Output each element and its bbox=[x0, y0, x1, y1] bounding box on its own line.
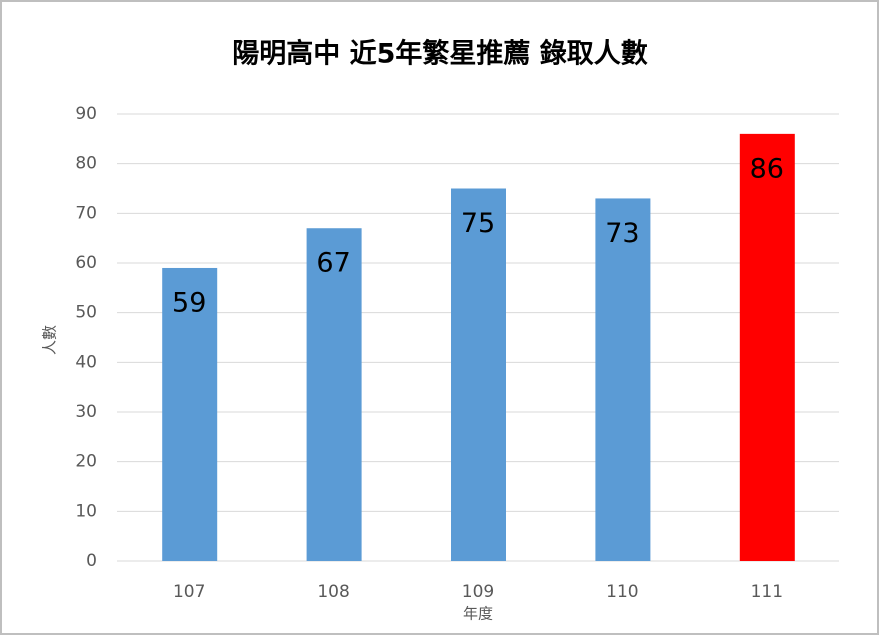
value-label: 73 bbox=[605, 218, 639, 249]
y-axis-label: 人數 bbox=[41, 325, 59, 355]
chart-title: 陽明高中 近5年繁星推薦 錄取人數 bbox=[232, 38, 648, 70]
bar bbox=[451, 188, 506, 561]
x-tick-label: 108 bbox=[317, 582, 349, 602]
y-tick-label: 60 bbox=[75, 253, 97, 273]
value-label: 86 bbox=[750, 153, 784, 184]
y-tick-label: 80 bbox=[75, 154, 97, 174]
y-tick-label: 20 bbox=[75, 452, 97, 472]
x-tick-label: 111 bbox=[751, 582, 783, 602]
value-label: 75 bbox=[461, 208, 495, 239]
y-tick-label: 30 bbox=[75, 402, 97, 422]
x-tick-label: 107 bbox=[173, 582, 205, 602]
y-tick-label: 40 bbox=[75, 352, 97, 372]
x-axis-label: 年度 bbox=[463, 605, 493, 623]
x-tick-label: 109 bbox=[462, 582, 494, 602]
value-label: 59 bbox=[172, 287, 206, 318]
bar bbox=[595, 198, 651, 561]
bar bbox=[739, 133, 795, 561]
x-tick-label: 110 bbox=[606, 582, 638, 602]
y-tick-label: 0 bbox=[86, 551, 97, 571]
value-label: 67 bbox=[316, 248, 350, 279]
bar bbox=[306, 228, 362, 561]
y-tick-label: 90 bbox=[75, 104, 97, 124]
y-tick-label: 50 bbox=[75, 303, 97, 323]
y-tick-label: 10 bbox=[75, 501, 97, 521]
y-tick-label: 70 bbox=[75, 203, 97, 223]
bar bbox=[162, 267, 218, 561]
